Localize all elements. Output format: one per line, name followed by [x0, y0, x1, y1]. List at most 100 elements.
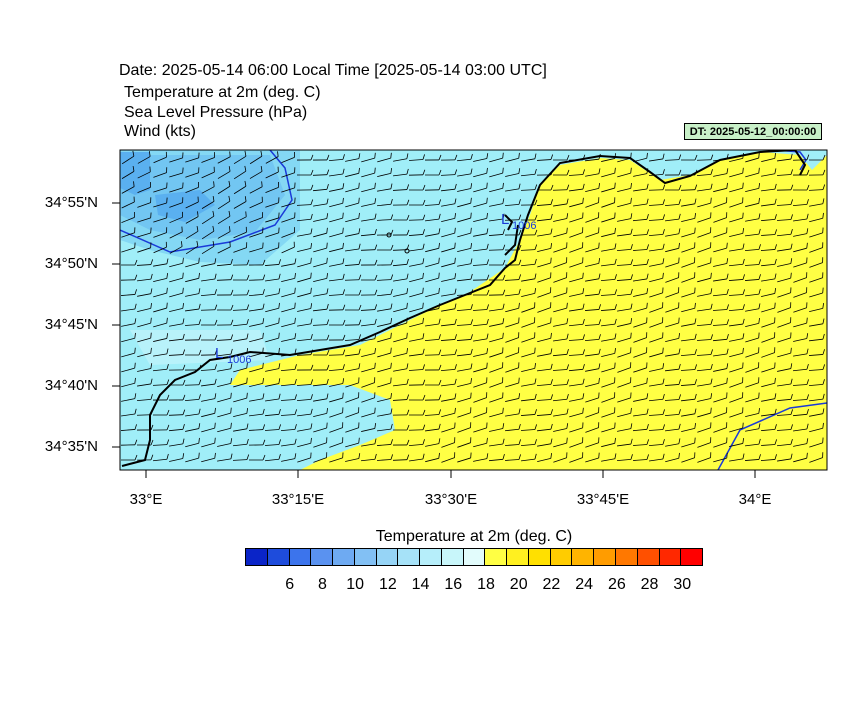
wind-barb — [729, 152, 744, 163]
wind-barb — [329, 452, 344, 463]
wind-barb — [249, 318, 265, 327]
wind-barb — [761, 332, 776, 343]
wind-barb — [152, 379, 170, 386]
wind-barb — [681, 242, 696, 253]
wind-barb — [585, 452, 600, 463]
wind-barb — [185, 211, 199, 224]
low-pressure-symbol: L — [215, 345, 223, 362]
wind-barb — [121, 303, 137, 312]
wind-barb — [377, 183, 393, 192]
wind-barb — [249, 332, 264, 343]
wind-barb — [665, 363, 681, 372]
wind-barb — [585, 407, 600, 418]
wind-barb — [713, 452, 728, 463]
wind-barb — [473, 422, 488, 433]
wind-barb — [488, 274, 506, 281]
wind-barb — [424, 409, 441, 416]
wind-barb — [345, 167, 360, 178]
wind-barb — [681, 272, 696, 283]
wind-barb — [648, 214, 666, 221]
wind-barb — [281, 272, 296, 283]
wind-barb — [504, 423, 521, 432]
wind-barb — [184, 364, 202, 371]
wind-barb — [537, 363, 553, 372]
wind-barb — [520, 214, 538, 221]
wind-barb — [233, 226, 247, 239]
wind-barb — [137, 347, 152, 358]
colorbar-swatch — [594, 549, 617, 565]
wind-barb — [313, 198, 329, 207]
wind-barb — [137, 242, 152, 253]
wind-barb — [329, 437, 344, 448]
wind-barb — [489, 198, 505, 207]
wind-barb — [681, 302, 696, 313]
wind-barb — [601, 153, 617, 162]
wind-barb — [729, 453, 745, 462]
wind-barb — [120, 439, 138, 446]
wind-barb — [408, 229, 425, 236]
wind-barb — [425, 452, 440, 463]
wind-barb — [633, 273, 649, 282]
wind-barb — [553, 423, 569, 432]
wind-barb — [792, 154, 810, 161]
wind-barb — [457, 422, 472, 433]
variable-wind-label: Wind (kts) — [124, 123, 196, 140]
wind-barb — [153, 167, 168, 178]
wind-barb — [729, 438, 745, 447]
wind-barb — [249, 377, 264, 388]
wind-barb — [776, 438, 793, 447]
wind-barb — [585, 197, 600, 208]
wind-barb — [585, 392, 600, 403]
wind-barb — [153, 287, 168, 298]
wind-barb — [681, 422, 696, 433]
wind-barb — [344, 289, 362, 296]
wind-barb — [601, 197, 616, 208]
wind-barb — [457, 363, 473, 372]
wind-barb — [264, 259, 281, 266]
wind-barb — [361, 347, 376, 358]
wind-barb — [457, 407, 472, 418]
colorbar-swatch — [398, 549, 421, 565]
wind-barb — [569, 437, 584, 448]
wind-barb — [201, 273, 217, 282]
wind-barb — [296, 333, 313, 342]
wind-barb — [776, 409, 793, 416]
wind-barb — [472, 274, 490, 281]
wind-barb — [585, 288, 601, 297]
wind-barb — [792, 184, 810, 191]
wind-barb — [377, 332, 392, 343]
wind-barb — [169, 333, 185, 342]
wind-barb — [408, 424, 426, 431]
wind-barb — [329, 227, 344, 238]
wind-barb — [521, 332, 536, 343]
wind-barb — [329, 378, 345, 387]
wind-barb — [617, 332, 632, 343]
wind-barb — [328, 154, 345, 162]
wind-barb — [697, 378, 713, 387]
wind-barb — [200, 289, 217, 296]
wind-barb — [456, 334, 473, 341]
wind-barb — [169, 453, 185, 462]
wind-barb — [456, 304, 473, 311]
wind-barb — [185, 196, 199, 209]
wind-barb — [520, 199, 538, 206]
wind-barb — [489, 423, 505, 432]
wind-barb — [601, 258, 617, 267]
wind-barb — [665, 287, 680, 298]
wind-barb — [200, 349, 218, 356]
wind-barb — [617, 182, 632, 193]
wind-barb — [328, 289, 346, 296]
wind-barb — [809, 452, 824, 463]
wind-barb — [489, 332, 504, 343]
wind-barb — [424, 364, 442, 371]
wind-barb — [761, 288, 777, 297]
wind-barb — [249, 347, 264, 358]
wind-barb — [120, 274, 138, 281]
wind-barb — [361, 438, 377, 447]
wind-barb — [633, 362, 648, 373]
wind-barb — [169, 167, 184, 178]
wind-barb — [376, 274, 394, 281]
wind-barb — [329, 242, 344, 253]
wind-barb — [568, 364, 585, 372]
wind-barb — [441, 242, 456, 253]
